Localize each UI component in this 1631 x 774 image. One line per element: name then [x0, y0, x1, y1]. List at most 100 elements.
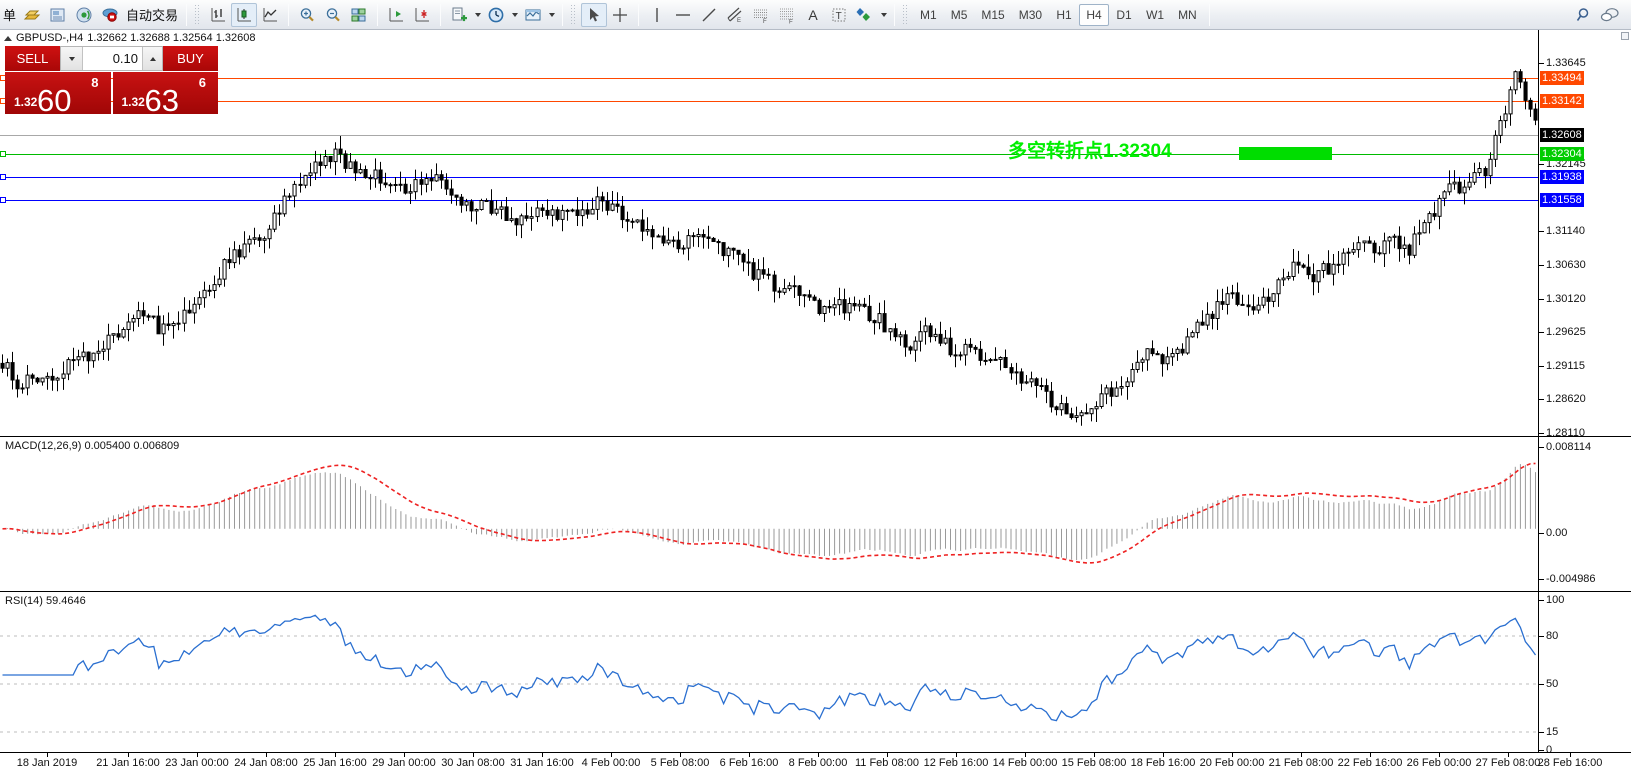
crosshair-icon[interactable] [607, 3, 633, 27]
shapes-dropdown-arrow[interactable] [878, 3, 889, 27]
add-indicator-dropdown-arrow[interactable] [472, 3, 483, 27]
shapes-icon[interactable] [852, 3, 878, 27]
lot-size-stepper[interactable]: 0.10 [60, 46, 163, 71]
level-handle-131938[interactable] [0, 174, 6, 180]
time-tick [1301, 753, 1302, 757]
timeframe-h1[interactable]: H1 [1056, 7, 1072, 22]
timeframe-d1[interactable]: D1 [1116, 7, 1132, 22]
lot-increase-button[interactable] [142, 47, 162, 70]
candlestick-chart-icon[interactable] [231, 2, 258, 27]
bid-price-prefix: 1.32 [14, 95, 38, 109]
horizontal-line-icon[interactable] [670, 3, 696, 27]
time-axis-label: 27 Feb 08:00 [1475, 757, 1541, 769]
time-axis-label: 4 Feb 00:00 [581, 757, 641, 769]
price-pane[interactable]: GBPUSD-,H4 1.32662 1.32688 1.32564 1.326… [0, 30, 1631, 439]
chart-window[interactable]: GBPUSD-,H4 1.32662 1.32688 1.32564 1.326… [0, 30, 1631, 774]
macd-plot-area[interactable] [0, 437, 1538, 591]
level-line-133494[interactable] [0, 78, 1538, 79]
tile-windows-icon[interactable] [346, 3, 372, 27]
time-axis[interactable]: 18 Jan 2019 21 Jan 16:00 23 Jan 00:00 24 Ja… [0, 752, 1631, 774]
sell-button[interactable]: SELL [5, 46, 60, 71]
timeframe-m5[interactable]: M5 [950, 7, 968, 22]
rsi-series [0, 614, 1538, 733]
autotrade-label[interactable]: 自动交易 [126, 8, 179, 23]
cursor-icon[interactable] [581, 2, 608, 27]
price-label-132304[interactable]: 1.32304 [1540, 147, 1584, 161]
line-chart-icon[interactable] [257, 3, 283, 27]
templates-dropdown-arrow[interactable] [546, 3, 557, 27]
new-order-label[interactable]: 单 [3, 8, 17, 23]
time-axis-label: 15 Feb 08:00 [1061, 757, 1127, 769]
level-handle-132304[interactable] [0, 151, 6, 157]
price-label-133142[interactable]: 1.33142 [1540, 94, 1584, 108]
signal-icon[interactable] [71, 3, 97, 27]
toolbar-grip[interactable] [570, 3, 578, 26]
time-axis-label: 31 Jan 16:00 [510, 757, 574, 769]
timeframe-m30[interactable]: M30 [1018, 7, 1043, 22]
one-click-controls-row: SELL 0.10 BUY [5, 46, 218, 71]
level-line-132304[interactable] [0, 154, 1538, 155]
period-dropdown-arrow[interactable] [509, 3, 520, 27]
timeframe-m1[interactable]: M1 [920, 7, 937, 22]
news-icon[interactable] [45, 3, 71, 27]
timeframe-m15[interactable]: M15 [981, 7, 1005, 22]
vertical-line-icon[interactable] [644, 3, 670, 27]
templates-icon[interactable] [520, 3, 546, 27]
price-label-133494[interactable]: 1.33494 [1540, 71, 1584, 85]
period-clock-icon[interactable] [483, 3, 509, 27]
gold-bars-icon[interactable] [19, 3, 45, 27]
equidistant-channel-icon[interactable]: E [722, 3, 748, 27]
toolbar-divider [288, 3, 290, 26]
level-line-133142[interactable] [0, 101, 1538, 102]
turning-point-annotation[interactable]: 多空转折点1.32304 [1008, 141, 1172, 162]
text-icon[interactable]: A [808, 6, 818, 23]
one-click-trading-panel[interactable]: SELL 0.10 BUY 1.32 60 8 1.32 63 6 [5, 46, 218, 116]
time-tick [1232, 753, 1233, 757]
support-zone-box[interactable] [1239, 147, 1332, 160]
price-label-131558[interactable]: 1.31558 [1540, 193, 1584, 207]
ask-price-tile[interactable]: 1.32 63 6 [112, 72, 218, 116]
lot-dropdown-arrow[interactable] [61, 47, 83, 70]
fibonacci-icon[interactable]: F [748, 3, 774, 27]
level-line-131558[interactable] [0, 200, 1538, 201]
chart-ohlc: 1.32662 1.32688 1.32564 1.32608 [87, 32, 256, 44]
zoom-out-icon[interactable] [320, 3, 346, 27]
toolbar-grip[interactable] [902, 3, 910, 26]
chart-scroll-handle[interactable] [1621, 32, 1629, 40]
svg-text:T: T [836, 11, 842, 22]
time-axis-label: 23 Jan 00:00 [165, 757, 229, 769]
level-line-131938[interactable] [0, 177, 1538, 178]
rsi-tick: 0 [1539, 744, 1552, 756]
trendline-icon[interactable] [696, 3, 722, 27]
fibonacci-grid-icon[interactable]: F [774, 3, 800, 27]
rsi-plot-area[interactable] [0, 592, 1538, 752]
chart-shift-icon[interactable] [383, 3, 409, 27]
toolbar-divider [377, 3, 379, 26]
add-indicator-icon[interactable] [446, 3, 472, 27]
timeframe-w1[interactable]: W1 [1146, 7, 1165, 22]
time-tick [1439, 753, 1440, 757]
timeframe-mn[interactable]: MN [1178, 7, 1197, 22]
toolbar-grip[interactable] [194, 3, 202, 26]
level-handle-131558[interactable] [0, 197, 6, 203]
bar-chart-icon[interactable] [205, 3, 231, 27]
macd-pane[interactable]: MACD(12,26,9) 0.005400 0.006809 0.008114… [0, 436, 1631, 591]
zoom-in-icon[interactable] [294, 3, 320, 27]
toolbar-divider [638, 3, 640, 26]
rsi-pane[interactable]: RSI(14) 59.4646 100 80 50 15 0 [0, 591, 1631, 756]
macd-tick: -0.004986 [1539, 573, 1596, 585]
bid-price-tile[interactable]: 1.32 60 8 [5, 72, 111, 116]
chat-icon[interactable] [1597, 3, 1623, 27]
text-label-icon[interactable]: T [826, 3, 852, 27]
price-tick: 1.33645 [1539, 57, 1586, 69]
search-icon[interactable] [1571, 3, 1597, 27]
price-plot-area[interactable]: 多空转折点1.32304 [0, 30, 1538, 436]
buy-button[interactable]: BUY [163, 46, 218, 71]
timeframe-h4[interactable]: H4 [1079, 3, 1110, 26]
price-scale[interactable]: 1.33645 1.32145 1.31140 1.30630 1.30120 … [1538, 30, 1631, 439]
time-axis-label: 25 Jan 16:00 [303, 757, 367, 769]
auto-scroll-icon[interactable] [409, 3, 435, 27]
autotrade-icon[interactable] [97, 3, 123, 27]
lot-size-input[interactable]: 0.10 [83, 47, 142, 70]
price-label-131938[interactable]: 1.31938 [1540, 170, 1584, 184]
